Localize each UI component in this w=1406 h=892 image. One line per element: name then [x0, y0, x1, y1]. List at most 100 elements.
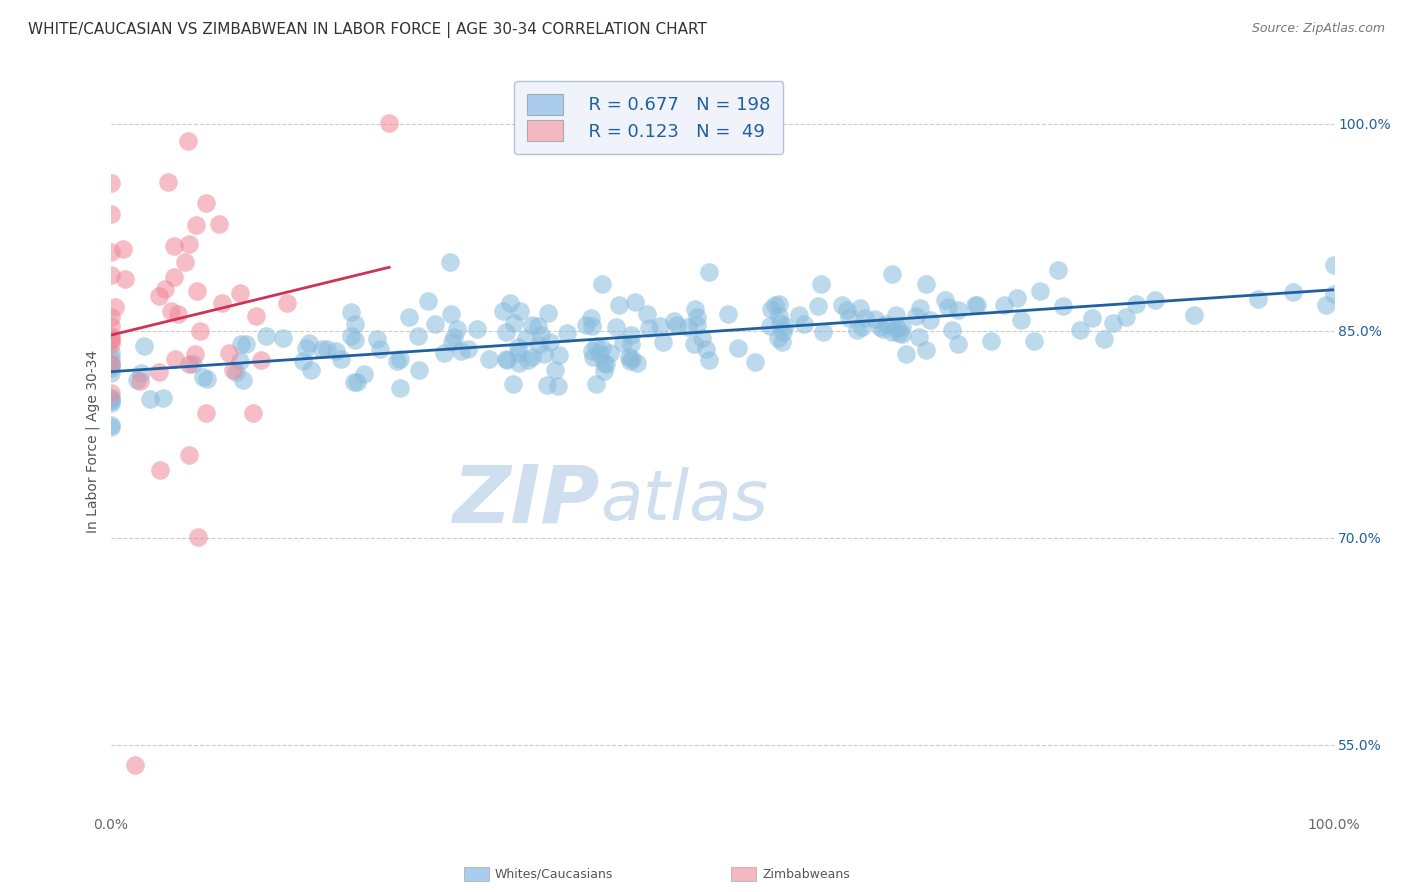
Point [446, 321, 468, 335]
Point [585, 376, 607, 391]
Point [544, 362, 567, 376]
Point [152, 391, 174, 405]
Point [766, 331, 789, 345]
Point [231, 336, 253, 351]
Point [271, 331, 294, 345]
Point [134, 339, 156, 353]
Point [695, 343, 717, 357]
Point [148, 289, 170, 303]
Point [690, 331, 713, 345]
Point [194, 195, 217, 210]
Point [636, 307, 658, 321]
Point [880, 325, 903, 339]
Point [343, 317, 366, 331]
Point [948, 302, 970, 317]
Point [208, 217, 231, 231]
Point [156, 175, 179, 189]
Point [530, 328, 553, 343]
Point [503, 316, 526, 330]
Point [591, 341, 613, 355]
Point [810, 277, 832, 291]
Point [915, 277, 938, 291]
Point [100, 358, 122, 372]
Point [910, 301, 932, 315]
Point [127, 373, 149, 387]
Point [104, 301, 127, 315]
Point [884, 308, 907, 322]
Point [124, 758, 146, 772]
Point [211, 296, 233, 310]
Point [496, 353, 519, 368]
Point [1184, 308, 1206, 322]
Point [607, 298, 630, 312]
Point [111, 242, 134, 256]
Point [963, 298, 986, 312]
Point [423, 317, 446, 331]
Point [1010, 313, 1032, 327]
Point [295, 341, 318, 355]
Point [194, 406, 217, 420]
Point [787, 308, 810, 322]
Point [100, 351, 122, 366]
Point [346, 375, 368, 389]
Point [100, 310, 122, 324]
Point [291, 354, 314, 368]
Point [1322, 286, 1344, 301]
Point [1315, 298, 1337, 312]
Point [651, 334, 673, 349]
Point [509, 304, 531, 318]
Point [595, 357, 617, 371]
Point [508, 356, 530, 370]
Point [581, 319, 603, 334]
Point [193, 370, 215, 384]
Point [100, 359, 122, 373]
Point [1024, 334, 1046, 349]
Point [311, 342, 333, 356]
Point [316, 343, 339, 357]
Point [980, 334, 1002, 349]
Point [886, 320, 908, 334]
Point [807, 300, 830, 314]
Point [934, 293, 956, 307]
Point [882, 267, 904, 281]
Point [242, 406, 264, 420]
Point [772, 325, 794, 339]
Point [440, 307, 463, 321]
Point [378, 116, 401, 130]
Point [325, 344, 347, 359]
Point [849, 301, 872, 315]
Point [148, 365, 170, 379]
Point [793, 317, 815, 331]
Point [845, 323, 868, 337]
Point [811, 325, 834, 339]
Point [575, 318, 598, 333]
Point [894, 347, 917, 361]
Point [506, 340, 529, 354]
Point [697, 353, 720, 368]
Point [869, 319, 891, 334]
Point [183, 346, 205, 360]
Point [619, 354, 641, 368]
Point [100, 391, 122, 405]
Point [221, 363, 243, 377]
Point [100, 318, 122, 333]
Point [676, 319, 699, 334]
Point [159, 304, 181, 318]
Point [457, 342, 479, 356]
Point [1081, 310, 1104, 325]
Point [638, 321, 661, 335]
Point [585, 339, 607, 353]
Point [187, 530, 209, 544]
Point [506, 346, 529, 360]
Point [498, 295, 520, 310]
Point [388, 351, 411, 366]
Point [139, 392, 162, 407]
Point [941, 323, 963, 337]
Point [914, 343, 936, 358]
Point [582, 350, 605, 364]
Point [683, 301, 706, 316]
Point [100, 333, 122, 347]
Point [450, 343, 472, 358]
Point [538, 334, 561, 349]
Point [100, 332, 122, 346]
